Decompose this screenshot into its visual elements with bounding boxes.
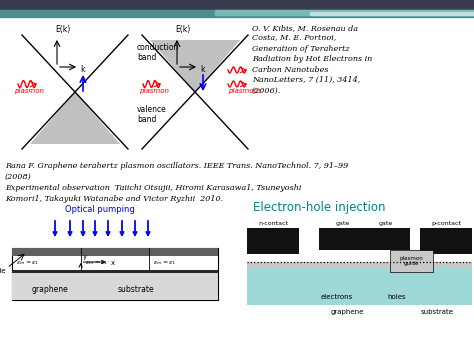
Text: plasmon
guide: plasmon guide xyxy=(400,256,423,266)
Bar xyxy=(0,10,474,17)
Text: $\varepsilon_m = \varepsilon_1$: $\varepsilon_m = \varepsilon_1$ xyxy=(85,259,108,267)
Text: Experimental observation  Taiichi Otsujii, Hiromi Karasawa1, Tsuneyoshi: Experimental observation Taiichi Otsujii… xyxy=(5,184,301,192)
Text: p-contact: p-contact xyxy=(431,221,461,226)
Polygon shape xyxy=(150,40,240,92)
Text: k: k xyxy=(200,65,204,74)
Text: (2008): (2008) xyxy=(5,173,32,181)
Text: Komori1, Takayuki Watanabe and Victor Ryzhii  2010.: Komori1, Takayuki Watanabe and Victor Ry… xyxy=(5,195,223,203)
Text: $\varepsilon_m = \varepsilon_1$: $\varepsilon_m = \varepsilon_1$ xyxy=(153,259,176,267)
Text: k: k xyxy=(80,65,84,74)
Text: $\varepsilon_m = \varepsilon_1$: $\varepsilon_m = \varepsilon_1$ xyxy=(16,259,39,267)
Bar xyxy=(12,270,218,273)
Bar xyxy=(12,273,218,300)
Text: plasmon guide: plasmon guide xyxy=(0,268,6,274)
Bar xyxy=(12,248,218,300)
Text: Rana F. Graphene terahertz plasmon oscillators. IEEE Trans. NanoTechnol. 7, 91–9: Rana F. Graphene terahertz plasmon oscil… xyxy=(5,162,348,170)
Text: Optical pumping: Optical pumping xyxy=(65,205,135,214)
Text: x: x xyxy=(110,260,115,266)
Text: conduction
band: conduction band xyxy=(137,43,179,62)
Bar xyxy=(310,12,474,15)
Polygon shape xyxy=(30,92,120,144)
Text: electrons: electrons xyxy=(321,294,353,300)
Bar xyxy=(362,228,410,250)
Text: y: y xyxy=(82,254,87,260)
Text: O. V. Kibis, M. Rosenau da
Costa, M. E. Portnoi,
Generation of Terahertz
Radiati: O. V. Kibis, M. Rosenau da Costa, M. E. … xyxy=(252,24,372,94)
Bar xyxy=(247,262,472,268)
Text: graphene: graphene xyxy=(32,285,69,294)
Text: plasmon: plasmon xyxy=(139,88,169,94)
Text: gate: gate xyxy=(379,221,393,226)
Text: graphene: graphene xyxy=(330,309,364,315)
Text: E(k): E(k) xyxy=(175,25,190,34)
Bar xyxy=(390,250,433,272)
Text: n-contact: n-contact xyxy=(258,221,288,226)
Bar xyxy=(319,228,367,250)
Bar xyxy=(247,268,472,305)
Text: valence
band: valence band xyxy=(137,105,167,124)
Text: plasmon: plasmon xyxy=(14,88,44,94)
Text: substrate: substrate xyxy=(117,285,154,294)
Bar xyxy=(0,0,474,10)
Bar xyxy=(12,248,218,256)
Text: gate: gate xyxy=(336,221,350,226)
Text: plasmons: plasmons xyxy=(228,88,262,94)
Text: holes: holes xyxy=(388,294,406,300)
Text: substrate: substrate xyxy=(420,309,454,315)
Text: E(k): E(k) xyxy=(55,25,70,34)
Bar xyxy=(247,228,299,254)
Bar xyxy=(420,228,472,254)
Bar xyxy=(215,10,474,15)
Text: Electron-hole injection: Electron-hole injection xyxy=(253,201,385,214)
